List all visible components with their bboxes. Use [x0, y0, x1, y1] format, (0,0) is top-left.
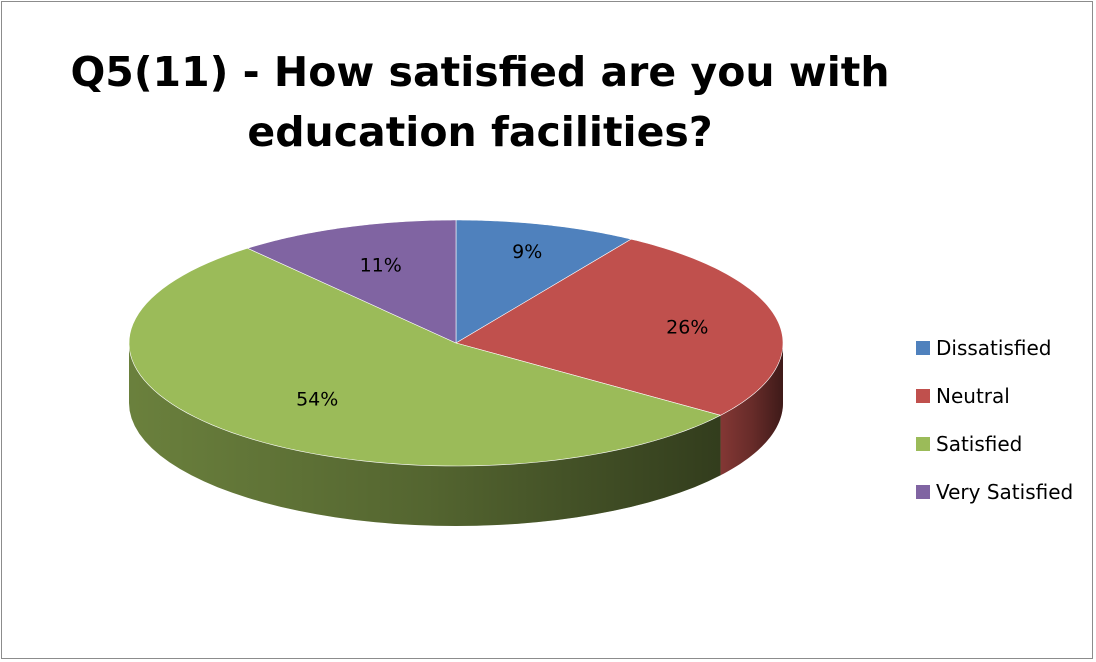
pie-slice-dissatisfied — [455, 219, 633, 344]
legend-item: Neutral — [916, 372, 1073, 420]
pie-slice-very-satisfied — [246, 219, 457, 344]
data-label-very-satisfied: 11% — [360, 254, 402, 276]
data-label-satisfied: 54% — [296, 389, 338, 411]
legend-swatch-very-satisfied — [916, 485, 930, 499]
pie-tops — [128, 219, 784, 467]
chart-title-line-1: Q5(11) - How satisfied are you with — [70, 48, 890, 96]
legend-label-satisfied: Satisfied — [936, 432, 1023, 456]
legend-item: Satisfied — [916, 420, 1073, 468]
legend-item: Dissatisfied — [916, 324, 1073, 372]
pie-side-shade — [129, 343, 721, 526]
legend: Dissatisfied Neutral Satisfied Very Sati… — [916, 324, 1073, 516]
legend-swatch-satisfied — [916, 437, 930, 451]
legend-swatch-neutral — [916, 389, 930, 403]
legend-label-very-satisfied: Very Satisfied — [936, 480, 1074, 504]
data-label-neutral: 26% — [666, 316, 708, 338]
pie-side-shade — [720, 343, 783, 476]
pie-labels: 9% 26% 54% 11% — [296, 241, 708, 411]
pie-slice-neutral — [455, 238, 784, 416]
legend-swatch-dissatisfied — [916, 341, 930, 355]
legend-label-dissatisfied: Dissatisfied — [936, 336, 1052, 360]
chart-title: Q5(11) - How satisfied are you with educ… — [60, 42, 900, 162]
pie-slice-satisfied — [128, 247, 722, 467]
chart-title-line-2: education facilities? — [247, 108, 713, 156]
legend-label-neutral: Neutral — [936, 384, 1010, 408]
legend-item: Very Satisfied — [916, 468, 1073, 516]
data-label-dissatisfied: 9% — [512, 241, 542, 263]
